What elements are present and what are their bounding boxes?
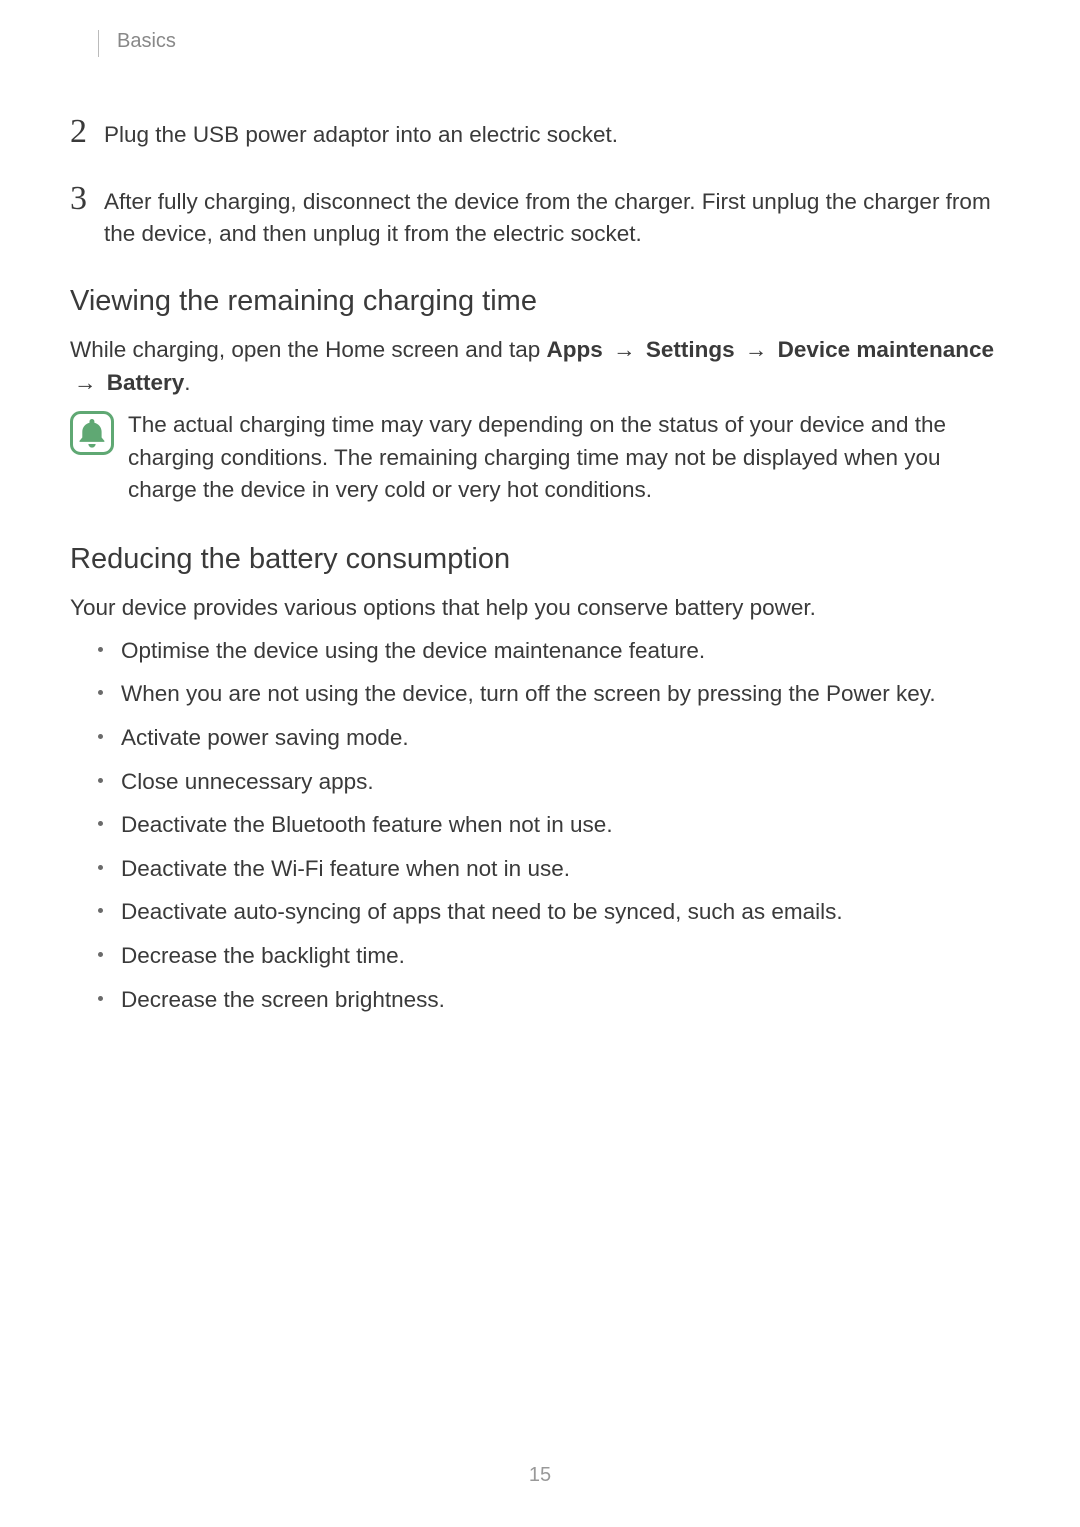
bullet-text: Close unnecessary apps. — [121, 766, 374, 799]
list-item: Deactivate the Bluetooth feature when no… — [98, 809, 1010, 842]
list-item: Decrease the backlight time. — [98, 940, 1010, 973]
bullet-text: Deactivate the Wi-Fi feature when not in… — [121, 853, 570, 886]
section2-intro: Your device provides various options tha… — [70, 592, 1010, 625]
nav-battery: Battery — [107, 370, 185, 395]
bullet-icon — [98, 952, 103, 957]
list-item: Close unnecessary apps. — [98, 766, 1010, 799]
bullet-text: When you are not using the device, turn … — [121, 678, 936, 711]
nav-device-maintenance: Device maintenance — [778, 337, 994, 362]
bullet-icon — [98, 647, 103, 652]
note-text: The actual charging time may vary depend… — [128, 409, 1010, 507]
manual-page: Basics 2 Plug the USB power adaptor into… — [0, 0, 1080, 1527]
numbered-step-list: 2 Plug the USB power adaptor into an ele… — [70, 119, 1010, 251]
step-text: After fully charging, disconnect the dev… — [104, 186, 1010, 251]
bullet-icon — [98, 690, 103, 695]
bullet-text: Deactivate the Bluetooth feature when no… — [121, 809, 613, 842]
bullet-text: Activate power saving mode. — [121, 722, 409, 755]
bullet-icon — [98, 778, 103, 783]
note-callout: The actual charging time may vary depend… — [70, 409, 1010, 507]
arrow-icon: → — [70, 367, 101, 400]
step-number: 2 — [70, 115, 104, 149]
list-item: Deactivate the Wi-Fi feature when not in… — [98, 853, 1010, 886]
list-item: Optimise the device using the device mai… — [98, 635, 1010, 668]
header-section-label: Basics — [98, 30, 1010, 57]
list-item: Activate power saving mode. — [98, 722, 1010, 755]
bullet-icon — [98, 996, 103, 1001]
bullet-icon — [98, 821, 103, 826]
bell-note-icon — [70, 411, 114, 455]
step-item: 3 After fully charging, disconnect the d… — [70, 186, 1010, 251]
step-text: Plug the USB power adaptor into an elect… — [104, 119, 618, 152]
arrow-icon: → — [741, 334, 772, 367]
bullet-text: Decrease the backlight time. — [121, 940, 405, 973]
bullet-text: Optimise the device using the device mai… — [121, 635, 705, 668]
arrow-icon: → — [609, 334, 640, 367]
bullet-text: Deactivate auto-syncing of apps that nee… — [121, 896, 843, 929]
list-item: Deactivate auto-syncing of apps that nee… — [98, 896, 1010, 929]
section-heading-reduce-consumption: Reducing the battery consumption — [70, 543, 1010, 576]
step-item: 2 Plug the USB power adaptor into an ele… — [70, 119, 1010, 152]
bullet-list: Optimise the device using the device mai… — [70, 635, 1010, 1017]
list-item: When you are not using the device, turn … — [98, 678, 1010, 711]
period: . — [184, 370, 190, 395]
bullet-icon — [98, 865, 103, 870]
bullet-icon — [98, 908, 103, 913]
page-number: 15 — [0, 1464, 1080, 1487]
section-heading-viewing-time: Viewing the remaining charging time — [70, 285, 1010, 318]
bullet-icon — [98, 734, 103, 739]
nav-settings: Settings — [646, 337, 735, 362]
intro-prefix: While charging, open the Home screen and… — [70, 337, 547, 362]
list-item: Decrease the screen brightness. — [98, 984, 1010, 1017]
step-number: 3 — [70, 182, 104, 216]
bullet-text: Decrease the screen brightness. — [121, 984, 445, 1017]
nav-path-paragraph: While charging, open the Home screen and… — [70, 334, 1010, 399]
nav-apps: Apps — [547, 337, 603, 362]
